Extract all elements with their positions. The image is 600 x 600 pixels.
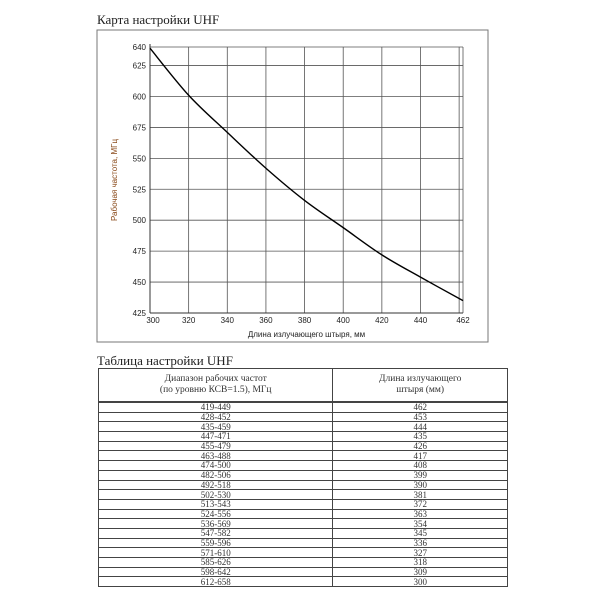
length-cell: 372 xyxy=(332,498,508,510)
table-row: 536-569 354 xyxy=(97,518,508,529)
y-tick-label: 450 xyxy=(133,278,147,287)
frequency-range-cell: 524-556 xyxy=(97,508,334,520)
frequency-range-cell: 474-500 xyxy=(97,460,334,471)
table-row: 612-658 300 xyxy=(97,576,508,588)
y-tick-label: 425 xyxy=(133,309,147,318)
tuning-table: Диапазон рабочих частот (по уровню КСВ=1… xyxy=(97,368,508,588)
frequency-range-cell: 482-506 xyxy=(97,469,334,481)
x-tick-label: 462 xyxy=(456,316,470,325)
table-row: 474-500 408 xyxy=(97,460,508,471)
length-cell: 390 xyxy=(332,479,508,491)
length-cell: 318 xyxy=(332,557,508,568)
length-cell: 453 xyxy=(332,411,508,423)
y-tick-label: 550 xyxy=(133,154,147,163)
length-cell: 462 xyxy=(332,401,508,413)
frequency-range-cell: 513-543 xyxy=(97,498,334,510)
table-row: 482-506 399 xyxy=(97,469,508,481)
x-tick-label: 440 xyxy=(414,316,428,325)
table-row: 547-582 345 xyxy=(97,527,508,539)
length-cell: 327 xyxy=(332,547,508,558)
table-row: 598-642 309 xyxy=(97,566,508,578)
length-cell: 300 xyxy=(332,576,508,588)
table-row: 492-518 390 xyxy=(97,479,508,491)
table-row: 585-626 318 xyxy=(97,557,508,568)
x-tick-label: 340 xyxy=(221,316,235,325)
frequency-range-cell: 455-479 xyxy=(97,440,334,452)
frequency-range-cell: 598-642 xyxy=(97,566,334,578)
frequency-range-cell: 435-459 xyxy=(97,421,334,433)
length-cell: 444 xyxy=(332,421,508,433)
x-tick-label: 360 xyxy=(259,316,273,325)
column-header: Длина излучающего штыря (мм) xyxy=(332,368,508,403)
y-axis-label: Рабочая частота, МГц xyxy=(110,139,119,221)
length-cell: 336 xyxy=(332,537,508,549)
y-tick-label: 640 xyxy=(133,43,147,52)
length-cell: 354 xyxy=(332,518,508,529)
table-row: 463-488 417 xyxy=(97,450,508,462)
frequency-range-cell: 585-626 xyxy=(97,557,334,568)
table-row: 435-459 444 xyxy=(97,421,508,433)
frequency-range-cell: 463-488 xyxy=(97,450,334,462)
frequency-range-cell: 492-518 xyxy=(97,479,334,491)
frequency-range-cell: 547-582 xyxy=(97,527,334,539)
series-line xyxy=(149,47,464,302)
table-row: 502-530 381 xyxy=(97,489,508,500)
table-row: 571-610 327 xyxy=(97,547,508,558)
frequency-range-cell: 419-449 xyxy=(97,401,334,413)
length-cell: 363 xyxy=(332,508,508,520)
x-axis-label: Длина излучающего штыря, мм xyxy=(248,330,365,339)
table-row: 447-471 435 xyxy=(97,431,508,442)
length-cell: 345 xyxy=(332,527,508,539)
length-cell: 435 xyxy=(332,431,508,442)
chart-frame xyxy=(96,29,489,343)
length-cell: 426 xyxy=(332,440,508,452)
y-tick-label: 475 xyxy=(133,247,147,256)
length-cell: 408 xyxy=(332,460,508,471)
table-row: 513-543 372 xyxy=(97,498,508,510)
y-tick-label: 525 xyxy=(133,185,147,194)
length-cell: 399 xyxy=(332,469,508,481)
chart-title: Карта настройки UHF xyxy=(97,12,220,27)
table-row: 419-449 462 xyxy=(97,401,508,413)
table-row: 559-596 336 xyxy=(97,537,508,549)
table-row: 428-452 453 xyxy=(97,411,508,423)
table-title: Таблица настройки UHF xyxy=(97,353,233,368)
frequency-range-cell: 428-452 xyxy=(97,411,334,423)
y-tick-label: 500 xyxy=(133,216,147,225)
y-tick-label: 675 xyxy=(133,123,147,132)
frequency-range-cell: 612-658 xyxy=(97,576,334,588)
x-tick-label: 320 xyxy=(182,316,196,325)
frequency-range-cell: 571-610 xyxy=(97,547,334,558)
frequency-range-cell: 502-530 xyxy=(97,489,334,500)
x-tick-label: 400 xyxy=(337,316,351,325)
y-tick-label: 600 xyxy=(133,92,147,101)
frequency-range-cell: 536-569 xyxy=(97,518,334,529)
length-cell: 381 xyxy=(332,489,508,500)
table-row: 455-479 426 xyxy=(97,440,508,452)
table-row: 524-556 363 xyxy=(97,508,508,520)
y-tick-label: 625 xyxy=(133,62,147,71)
length-cell: 417 xyxy=(332,450,508,462)
x-tick-label: 380 xyxy=(298,316,312,325)
frequency-range-cell: 559-596 xyxy=(97,537,334,549)
x-tick-label: 300 xyxy=(146,316,160,325)
column-header: Диапазон рабочих частот (по уровню КСВ=1… xyxy=(97,368,334,403)
x-tick-label: 420 xyxy=(375,316,389,325)
length-cell: 309 xyxy=(332,566,508,578)
frequency-range-cell: 447-471 xyxy=(97,431,334,442)
